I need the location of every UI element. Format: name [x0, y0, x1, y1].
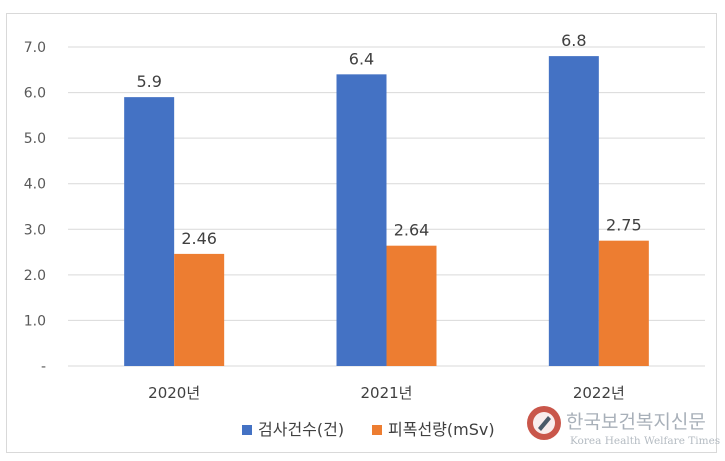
bar — [598, 240, 649, 366]
bar — [124, 97, 175, 366]
data-label: 5.9 — [136, 72, 161, 91]
watermark-subtitle: Korea Health Welfare Times — [570, 435, 720, 447]
bar — [386, 245, 437, 366]
y-tick-label: 4.0 — [24, 177, 46, 193]
x-tick-label: 2020년 — [148, 384, 200, 402]
watermark: 한국보건복지신문 Korea Health Welfare Times — [527, 406, 720, 447]
data-label: 6.8 — [561, 31, 586, 50]
data-label: 2.46 — [181, 229, 217, 248]
y-tick-label: 5.0 — [24, 131, 46, 147]
x-tick-label: 2022년 — [573, 384, 625, 402]
legend-swatch — [242, 425, 252, 435]
watermark-name: 한국보건복지신문 — [566, 411, 706, 433]
y-tick-label: 3.0 — [24, 222, 46, 238]
y-tick-label: 2.0 — [24, 268, 46, 284]
legend: 검사건수(건) 피폭선량(mSv) — [242, 420, 495, 439]
data-label: 2.64 — [394, 221, 430, 240]
legend-swatch — [372, 425, 382, 435]
bar — [336, 74, 387, 366]
legend-label: 피폭선량(mSv) — [388, 420, 495, 439]
y-tick-label: 1.0 — [24, 313, 46, 329]
y-tick-label: 7.0 — [24, 40, 46, 56]
bar — [174, 253, 225, 366]
x-axis-ticks: 2020년 2021년 2022년 — [148, 384, 625, 402]
data-label: 2.75 — [606, 216, 642, 235]
bar — [548, 56, 599, 366]
x-tick-label: 2021년 — [361, 384, 413, 402]
y-tick-label: 6.0 — [24, 86, 46, 102]
y-axis-ticks: - 1.0 2.0 3.0 4.0 5.0 6.0 7.0 — [24, 40, 46, 375]
pen-icon — [538, 416, 551, 431]
y-tick-label: - — [41, 359, 46, 375]
bars: 5.9 2.46 6.4 2.64 6.8 2.75 — [124, 31, 649, 366]
data-label: 6.4 — [349, 49, 374, 68]
legend-label: 검사건수(건) — [258, 420, 344, 439]
